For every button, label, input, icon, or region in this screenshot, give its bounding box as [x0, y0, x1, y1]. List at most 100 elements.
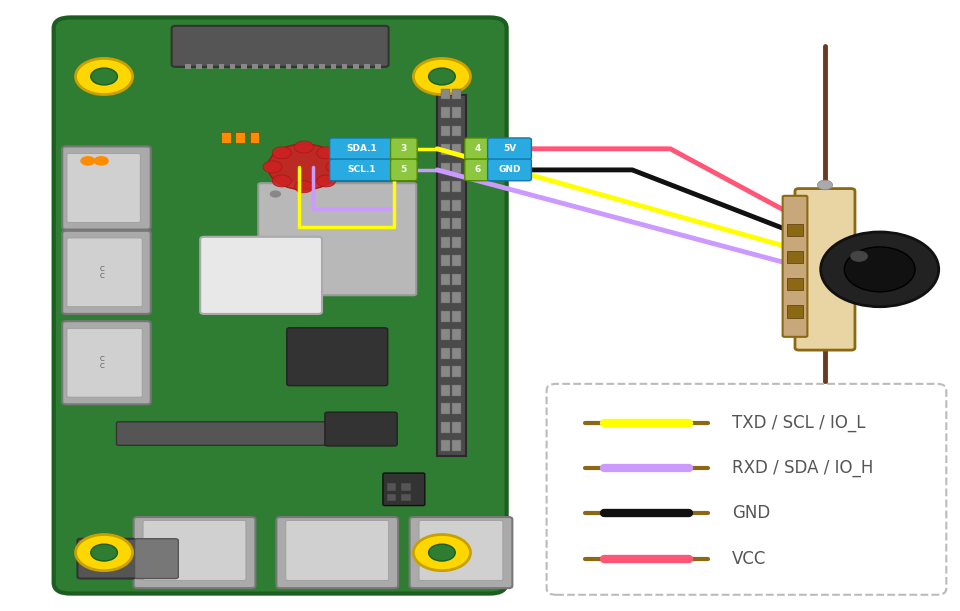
- Bar: [229, 64, 235, 69]
- Bar: [452, 329, 461, 340]
- FancyBboxPatch shape: [795, 189, 855, 350]
- Text: SCL.1: SCL.1: [348, 166, 376, 174]
- Bar: [452, 163, 461, 174]
- Bar: [787, 279, 803, 290]
- Circle shape: [270, 191, 281, 197]
- Bar: [441, 403, 449, 414]
- Text: VCC: VCC: [732, 550, 767, 568]
- FancyBboxPatch shape: [67, 238, 142, 307]
- Bar: [441, 218, 449, 229]
- Text: GND: GND: [498, 166, 520, 174]
- Bar: [452, 255, 461, 266]
- Bar: [452, 385, 461, 396]
- FancyBboxPatch shape: [134, 539, 179, 579]
- Circle shape: [317, 147, 336, 159]
- Bar: [452, 107, 461, 118]
- Text: 5: 5: [400, 166, 407, 174]
- FancyBboxPatch shape: [143, 521, 246, 580]
- Bar: [275, 64, 280, 69]
- Bar: [441, 163, 449, 174]
- Circle shape: [817, 180, 832, 190]
- Bar: [441, 89, 449, 100]
- Text: C
C: C C: [99, 266, 104, 279]
- Bar: [441, 311, 449, 321]
- Bar: [387, 483, 396, 491]
- Bar: [441, 200, 449, 211]
- Text: RXD / SDA / IO_H: RXD / SDA / IO_H: [732, 459, 874, 477]
- Bar: [452, 367, 461, 377]
- Bar: [441, 181, 449, 192]
- Text: SDA.1: SDA.1: [347, 144, 377, 153]
- FancyBboxPatch shape: [329, 138, 395, 159]
- Circle shape: [295, 141, 314, 153]
- Text: TXD / SCL / IO_L: TXD / SCL / IO_L: [732, 414, 866, 432]
- Bar: [308, 64, 314, 69]
- Circle shape: [414, 59, 470, 95]
- FancyBboxPatch shape: [488, 159, 532, 181]
- Bar: [452, 274, 461, 285]
- FancyBboxPatch shape: [54, 18, 507, 593]
- Text: 3: 3: [400, 144, 407, 153]
- Bar: [441, 385, 449, 396]
- Bar: [441, 348, 449, 359]
- FancyBboxPatch shape: [391, 159, 418, 181]
- Bar: [387, 494, 396, 502]
- Bar: [441, 292, 449, 303]
- Bar: [250, 132, 259, 143]
- Bar: [452, 126, 461, 136]
- FancyBboxPatch shape: [383, 473, 425, 505]
- Bar: [452, 348, 461, 359]
- Bar: [441, 255, 449, 266]
- FancyBboxPatch shape: [410, 517, 513, 588]
- Bar: [452, 181, 461, 192]
- Circle shape: [91, 68, 117, 85]
- FancyBboxPatch shape: [201, 237, 322, 314]
- Bar: [441, 422, 449, 433]
- FancyBboxPatch shape: [62, 231, 151, 314]
- Bar: [441, 441, 449, 452]
- Circle shape: [317, 175, 336, 187]
- Bar: [441, 107, 449, 118]
- Circle shape: [821, 232, 939, 307]
- Circle shape: [94, 156, 108, 166]
- Bar: [353, 64, 359, 69]
- FancyBboxPatch shape: [62, 321, 151, 404]
- Bar: [441, 274, 449, 285]
- Bar: [452, 144, 461, 155]
- Bar: [787, 306, 803, 318]
- Bar: [286, 64, 292, 69]
- Circle shape: [76, 59, 132, 95]
- Circle shape: [273, 147, 291, 159]
- Bar: [320, 64, 325, 69]
- FancyBboxPatch shape: [67, 153, 140, 222]
- Bar: [342, 64, 348, 69]
- Bar: [452, 441, 461, 452]
- Bar: [235, 132, 245, 143]
- Bar: [185, 64, 191, 69]
- FancyBboxPatch shape: [465, 159, 492, 181]
- Circle shape: [325, 161, 345, 173]
- Text: 5V: 5V: [503, 144, 516, 153]
- Bar: [219, 64, 225, 69]
- Circle shape: [428, 544, 455, 561]
- Bar: [196, 64, 202, 69]
- Circle shape: [91, 544, 117, 561]
- Bar: [787, 251, 803, 263]
- Bar: [452, 422, 461, 433]
- FancyBboxPatch shape: [782, 196, 807, 337]
- Text: 6: 6: [475, 166, 481, 174]
- Text: C
C: C C: [99, 356, 104, 369]
- FancyBboxPatch shape: [420, 521, 503, 580]
- FancyBboxPatch shape: [116, 422, 329, 445]
- FancyBboxPatch shape: [329, 159, 395, 181]
- FancyBboxPatch shape: [133, 517, 255, 588]
- Bar: [441, 367, 449, 377]
- Circle shape: [428, 68, 455, 85]
- Circle shape: [81, 156, 96, 166]
- Bar: [787, 224, 803, 236]
- Bar: [437, 95, 466, 456]
- Bar: [452, 89, 461, 100]
- Bar: [401, 494, 411, 502]
- Bar: [330, 64, 336, 69]
- FancyBboxPatch shape: [465, 138, 492, 159]
